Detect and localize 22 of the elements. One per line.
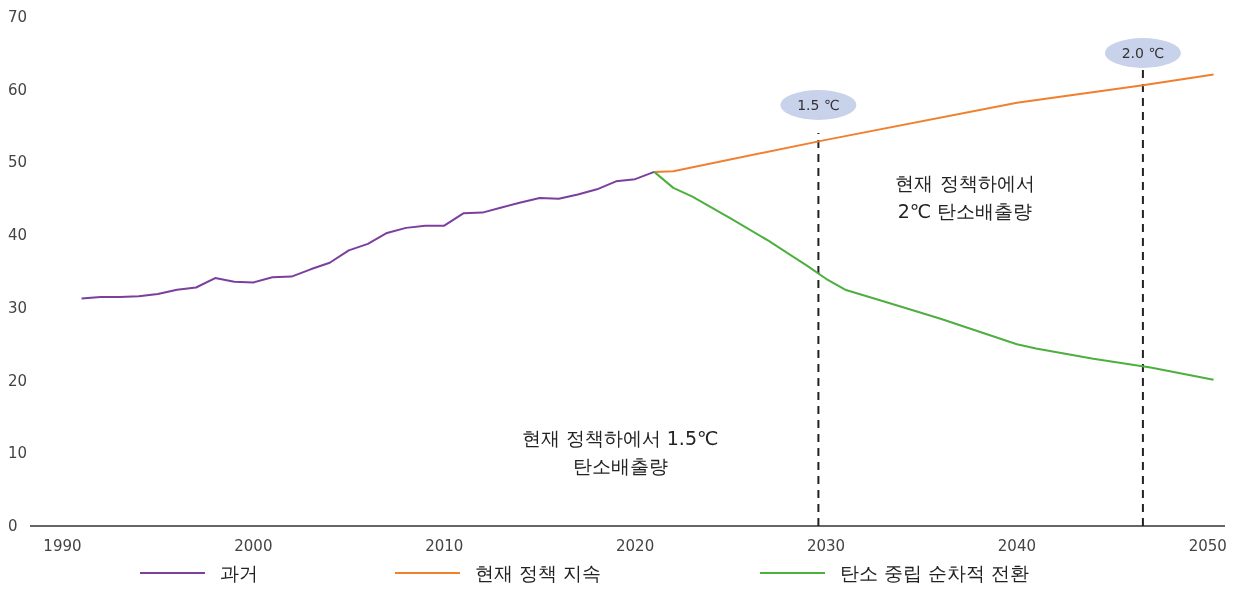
x-tick-label: 2000 xyxy=(234,537,273,555)
x-tick-label: 2010 xyxy=(425,537,464,555)
y-tick-label: 30 xyxy=(8,298,28,317)
x-tick-label: 2050 xyxy=(1188,537,1227,555)
y-tick-label: 50 xyxy=(8,153,28,172)
legend-label: 현재 정책 지속 xyxy=(475,562,602,584)
y-tick-label: 20 xyxy=(8,371,28,390)
x-tick-label: 2040 xyxy=(997,537,1037,555)
legend-label: 탄소 중립 순차적 전환 xyxy=(840,562,1030,584)
y-tick-label: 10 xyxy=(8,444,28,463)
annotation: 현재 정책하에서 1.5℃ 탄소배출량 xyxy=(521,427,719,477)
x-tick-label: 2030 xyxy=(806,537,846,555)
annotation: 현재 정책하에서 2℃ 탄소배출량 xyxy=(895,172,1035,222)
y-tick-label: 0 xyxy=(8,517,18,535)
x-tick-label: 1990 xyxy=(43,537,82,555)
ref-line-label: 2.0 ℃ xyxy=(1121,45,1165,61)
ref-line-label: 1.5 ℃ xyxy=(797,97,840,113)
legend-label: 과거 xyxy=(220,562,258,584)
x-tick-label: 2020 xyxy=(616,537,655,555)
y-tick-label: 70 xyxy=(8,8,28,26)
y-tick-label: 60 xyxy=(8,80,28,99)
y-tick-label: 40 xyxy=(8,226,28,245)
